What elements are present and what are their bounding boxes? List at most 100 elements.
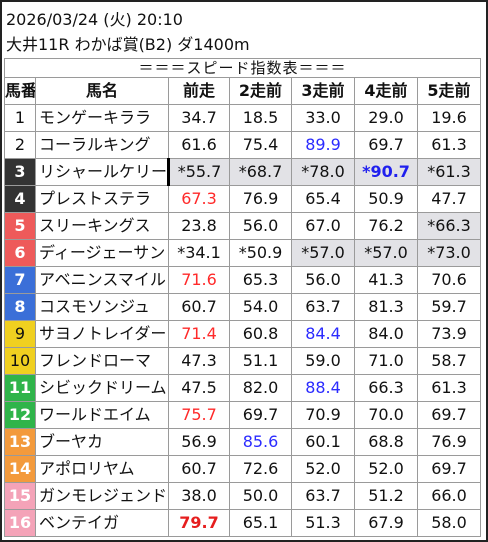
col-header-last: 前走: [168, 77, 230, 105]
speed-index-cell: 81.3: [354, 293, 418, 321]
speed-index-cell: 76.9: [417, 428, 481, 456]
speed-index-cell: *90.7: [354, 158, 418, 186]
horse-number: 6: [4, 239, 36, 267]
table-row: 7 アベニンスマイル 71.6 65.3 56.0 41.3 70.6: [4, 266, 481, 294]
col-header-5th: 5走前: [417, 77, 481, 105]
speed-index-cell: *57.0: [291, 239, 355, 267]
horse-number: 8: [4, 293, 36, 321]
horse-number: 4: [4, 185, 36, 213]
speed-index-cell: 33.0: [291, 104, 355, 132]
speed-index-cell: 51.2: [354, 482, 418, 510]
speed-index-cell: *57.0: [354, 239, 418, 267]
speed-index-cell: 51.3: [291, 509, 355, 537]
speed-index-cell: 67.0: [291, 212, 355, 240]
speed-index-table: ＝＝＝スピード指数表＝＝＝ 馬番 馬名 前走 2走前 3走前 4走前 5走前 1…: [4, 58, 481, 537]
speed-index-cell: 65.1: [229, 509, 292, 537]
table-row: 2 コーラルキング 61.6 75.4 89.9 69.7 61.3: [4, 131, 481, 159]
horse-number: 1: [4, 104, 36, 132]
speed-index-cell: 85.6: [229, 428, 292, 456]
table-row: 13 ブーヤカ 56.9 85.6 60.1 68.8 76.9: [4, 428, 481, 456]
speed-index-cell: *68.7: [229, 158, 292, 186]
table-row: 11 シビックドリーム 47.5 82.0 88.4 66.3 61.3: [4, 374, 481, 402]
speed-index-cell: 50.0: [229, 482, 292, 510]
horse-number: 2: [4, 131, 36, 159]
speed-index-cell: 50.9: [354, 185, 418, 213]
table-row: 5 スリーキングス 23.8 56.0 67.0 76.2 *66.3: [4, 212, 481, 240]
speed-index-cell: 60.7: [168, 455, 230, 483]
speed-index-cell: 60.8: [229, 320, 292, 348]
speed-index-cell: 71.4: [168, 320, 230, 348]
speed-index-cell: 65.3: [229, 266, 292, 294]
speed-index-cell: 71.0: [354, 347, 418, 375]
speed-index-cell: *50.9: [229, 239, 292, 267]
speed-index-cell: *55.7: [168, 158, 230, 186]
speed-index-cell: 69.7: [229, 401, 292, 429]
horse-number: 3: [4, 158, 36, 186]
speed-index-cell: 76.9: [229, 185, 292, 213]
horse-name: モンゲーキララ: [35, 104, 169, 132]
horse-name: ブーヤカ: [35, 428, 169, 456]
speed-index-cell: *78.0: [291, 158, 355, 186]
speed-index-cell: 56.0: [229, 212, 292, 240]
speed-index-cell: 29.0: [354, 104, 418, 132]
speed-index-cell: 88.4: [291, 374, 355, 402]
table-row: 12 ワールドエイム 75.7 69.7 70.9 70.0 69.7: [4, 401, 481, 429]
speed-index-cell: 41.3: [354, 266, 418, 294]
horse-number: 5: [4, 212, 36, 240]
speed-index-cell: 23.8: [168, 212, 230, 240]
horse-number: 7: [4, 266, 36, 294]
horse-name: コスモソンジュ: [35, 293, 169, 321]
speed-index-cell: 61.6: [168, 131, 230, 159]
speed-index-cell: 47.7: [417, 185, 481, 213]
speed-index-cell: 47.3: [168, 347, 230, 375]
horse-number: 9: [4, 320, 36, 348]
horse-number: 16: [4, 509, 36, 537]
table-row: 16 ベンテイガ 79.7 65.1 51.3 67.9 58.0: [4, 509, 481, 537]
speed-index-cell: 76.2: [354, 212, 418, 240]
speed-index-cell: 73.9: [417, 320, 481, 348]
speed-index-cell: 70.0: [354, 401, 418, 429]
horse-name: プレストステラ: [35, 185, 169, 213]
speed-index-cell: 61.3: [417, 374, 481, 402]
table-row: 1 モンゲーキララ 34.7 18.5 33.0 29.0 19.6: [4, 104, 481, 132]
col-header-name: 馬名: [35, 77, 169, 105]
speed-index-cell: 19.6: [417, 104, 481, 132]
horse-name: フレンドローマ: [35, 347, 169, 375]
speed-index-cell: 75.7: [168, 401, 230, 429]
speed-index-cell: 65.4: [291, 185, 355, 213]
speed-index-cell: 67.3: [168, 185, 230, 213]
speed-index-cell: *66.3: [417, 212, 481, 240]
speed-index-cell: 56.9: [168, 428, 230, 456]
speed-index-cell: *61.3: [417, 158, 481, 186]
datetime-label: 2026/03/24 (火) 20:10: [6, 10, 183, 29]
speed-index-cell: 61.3: [417, 131, 481, 159]
speed-index-cell: 66.0: [417, 482, 481, 510]
speed-index-cell: 66.3: [354, 374, 418, 402]
speed-index-cell: 84.4: [291, 320, 355, 348]
speed-index-cell: 79.7: [168, 509, 230, 537]
col-header-no: 馬番: [4, 77, 36, 105]
speed-index-cell: 59.7: [417, 293, 481, 321]
speed-index-cell: 84.0: [354, 320, 418, 348]
speed-index-cell: 58.0: [417, 509, 481, 537]
speed-index-cell: 18.5: [229, 104, 292, 132]
horse-name: シビックドリーム: [35, 374, 169, 402]
table-row: 14 アポロリヤム 60.7 72.6 52.0 52.0 69.7: [4, 455, 481, 483]
speed-index-cell: 72.6: [229, 455, 292, 483]
table-row: 4 プレストステラ 67.3 76.9 65.4 50.9 47.7: [4, 185, 481, 213]
horse-number: 13: [4, 428, 36, 456]
speed-index-cell: 54.0: [229, 293, 292, 321]
col-header-3rd: 3走前: [291, 77, 355, 105]
speed-index-cell: 52.0: [354, 455, 418, 483]
speed-index-cell: 51.1: [229, 347, 292, 375]
speed-index-cell: *34.1: [168, 239, 230, 267]
table-row: 6 ディージェーサン *34.1 *50.9 *57.0 *57.0 *73.0: [4, 239, 481, 267]
col-header-4th: 4走前: [354, 77, 418, 105]
speed-index-cell: 71.6: [168, 266, 230, 294]
table-header-row: 馬番 馬名 前走 2走前 3走前 4走前 5走前: [4, 77, 481, 105]
speed-index-cell: 38.0: [168, 482, 230, 510]
speed-index-cell: 67.9: [354, 509, 418, 537]
speed-index-cell: 82.0: [229, 374, 292, 402]
speed-index-cell: 60.7: [168, 293, 230, 321]
